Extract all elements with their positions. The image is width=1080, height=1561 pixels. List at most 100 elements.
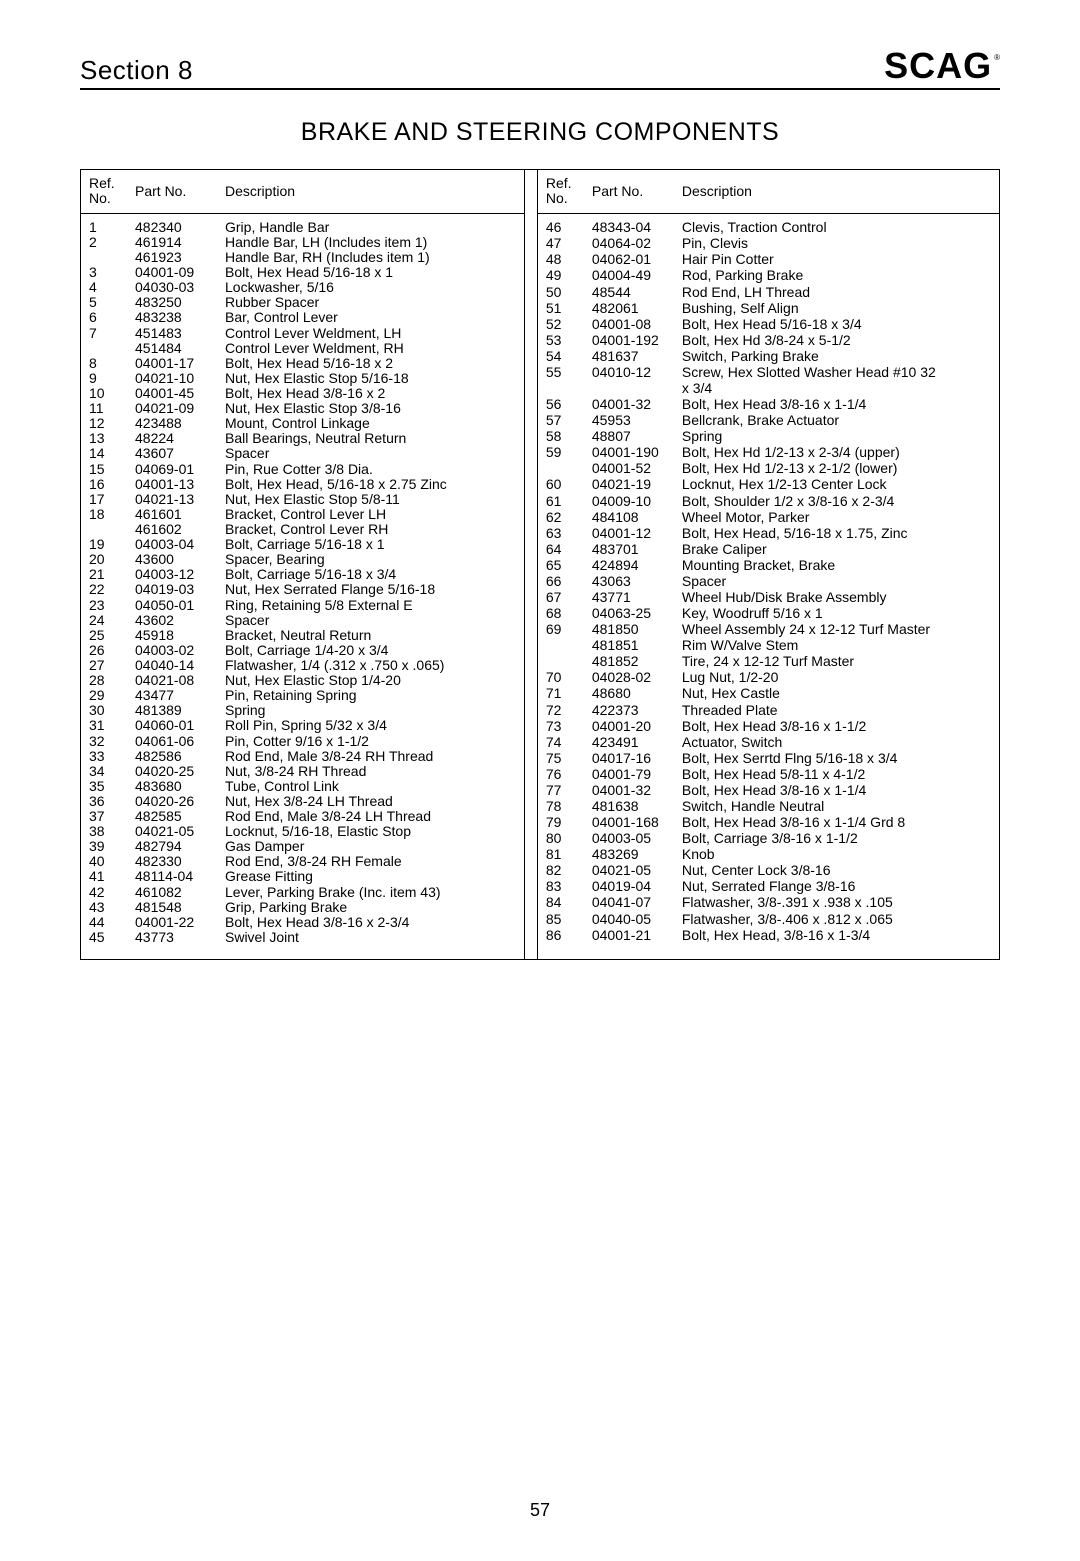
cell-ref-no: 4 <box>81 280 127 295</box>
cell-ref-no: 17 <box>81 492 127 507</box>
cell-part-no: 04050-01 <box>127 598 217 613</box>
cell-part-no: 483250 <box>127 295 217 310</box>
table-row: 5848807Spring <box>538 429 999 445</box>
table-row: 5048544Rod End, LH Thread <box>538 285 999 301</box>
cell-part-no: 481850 <box>584 622 674 638</box>
cell-ref-no: 54 <box>538 349 584 365</box>
cell-ref-no: 67 <box>538 590 584 606</box>
table-row: 7148680Nut, Hex Castle <box>538 686 999 702</box>
cell-ref-no: 60 <box>538 477 584 493</box>
cell-part-no: 04030-03 <box>127 280 217 295</box>
table-row: 5204001-08Bolt, Hex Head 5/16-18 x 3/4 <box>538 317 999 333</box>
cell-part-no: 04001-12 <box>584 526 674 542</box>
cell-ref-no <box>538 381 584 397</box>
page: Section 8 SCAG ® BRAKE AND STEERING COMP… <box>0 0 1080 1561</box>
cell-ref-no: 62 <box>538 510 584 526</box>
table-row: 461602Bracket, Control Lever RH <box>81 522 524 537</box>
table-row: 7904001-168Bolt, Hex Head 3/8-16 x 1-1/4… <box>538 815 999 831</box>
cell-description: Nut, Hex Elastic Stop 1/4-20 <box>217 673 524 688</box>
cell-ref-no: 85 <box>538 912 584 928</box>
cell-part-no: 451484 <box>127 341 217 356</box>
cell-ref-no: 31 <box>81 718 127 733</box>
cell-description: Bolt, Hex Hd 1/2-13 x 2-3/4 (upper) <box>674 445 999 461</box>
table-row: 40482330Rod End, 3/8-24 RH Female <box>81 854 524 869</box>
table-row: 12423488Mount, Control Linkage <box>81 416 524 431</box>
cell-part-no: 04040-14 <box>127 658 217 673</box>
cell-part-no: 43602 <box>127 613 217 628</box>
cell-ref-no: 33 <box>81 749 127 764</box>
cell-part-no: 451483 <box>127 326 217 341</box>
cell-part-no: 483238 <box>127 310 217 325</box>
table-row: 3804021-05Locknut, 5/16-18, Elastic Stop <box>81 824 524 839</box>
cell-part-no: 48544 <box>584 285 674 301</box>
cell-description: Rod End, LH Thread <box>674 285 999 301</box>
cell-part-no: 461601 <box>127 507 217 522</box>
cell-ref-no: 80 <box>538 831 584 847</box>
cell-part-no: 04001-32 <box>584 397 674 413</box>
cell-description: Key, Woodruff 5/16 x 1 <box>674 606 999 622</box>
cell-ref-no: 5 <box>81 295 127 310</box>
cell-description: Roll Pin, Spring 5/32 x 3/4 <box>217 718 524 733</box>
cell-part-no: 482330 <box>127 854 217 869</box>
cell-ref-no: 82 <box>538 863 584 879</box>
cell-part-no: 04001-52 <box>584 461 674 477</box>
cell-ref-no: 43 <box>81 900 127 915</box>
cell-description: Wheel Assembly 24 x 12-12 Turf Master <box>674 622 999 638</box>
cell-description: Nut, 3/8-24 RH Thread <box>217 764 524 779</box>
cell-ref-no: 20 <box>81 552 127 567</box>
cell-description: Flatwasher, 3/8-.391 x .938 x .105 <box>674 895 999 911</box>
cell-part-no: 04019-04 <box>584 879 674 895</box>
table-row: 904021-10Nut, Hex Elastic Stop 5/16-18 <box>81 371 524 386</box>
cell-part-no: 04020-25 <box>127 764 217 779</box>
trademark-icon: ® <box>994 54 1000 62</box>
table-row: 78481638Switch, Handle Neutral <box>538 799 999 815</box>
cell-description: Spacer <box>217 446 524 461</box>
cell-part-no: 04019-03 <box>127 582 217 597</box>
cell-ref-no: 77 <box>538 783 584 799</box>
parts-table-left: Ref. No. Part No. Description 1482340Gri… <box>81 170 524 959</box>
cell-ref-no: 18 <box>81 507 127 522</box>
cell-part-no: 04041-07 <box>584 895 674 911</box>
table-row: 2304050-01Ring, Retaining 5/8 External E <box>81 598 524 613</box>
cell-description: Lug Nut, 1/2-20 <box>674 670 999 686</box>
cell-part-no: 04001-190 <box>584 445 674 461</box>
cell-part-no: 04021-08 <box>127 673 217 688</box>
cell-description: Spring <box>217 703 524 718</box>
table-row: 451484Control Lever Weldment, RH <box>81 341 524 356</box>
cell-part-no: 04021-09 <box>127 401 217 416</box>
cell-part-no: 481548 <box>127 900 217 915</box>
cell-ref-no: 79 <box>538 815 584 831</box>
cell-ref-no: 1 <box>81 213 127 235</box>
cell-ref-no: 53 <box>538 333 584 349</box>
table-row: 04001-52Bolt, Hex Hd 1/2-13 x 2-1/2 (low… <box>538 461 999 477</box>
cell-part-no: 48343-04 <box>584 213 674 236</box>
cell-description: Nut, Hex Elastic Stop 3/8-16 <box>217 401 524 416</box>
table-row: 1004001-45Bolt, Hex Head 3/8-16 x 2 <box>81 386 524 401</box>
cell-ref-no: 39 <box>81 839 127 854</box>
cell-ref-no: 9 <box>81 371 127 386</box>
col-header-ref: Ref. No. <box>81 170 127 213</box>
cell-part-no: 04021-05 <box>127 824 217 839</box>
cell-part-no: 43773 <box>127 930 217 959</box>
cell-ref-no: 84 <box>538 895 584 911</box>
cell-description: Bolt, Hex Head 3/8-16 x 1-1/4 <box>674 397 999 413</box>
cell-description: Bolt, Shoulder 1/2 x 3/8-16 x 2-3/4 <box>674 494 999 510</box>
cell-ref-no <box>538 654 584 670</box>
cell-description: Spring <box>674 429 999 445</box>
cell-description: x 3/4 <box>674 381 999 397</box>
col-header-partno: Part No. <box>127 170 217 213</box>
parts-tables-container: Ref. No. Part No. Description 1482340Gri… <box>80 169 1000 960</box>
cell-part-no: 461923 <box>127 250 217 265</box>
table-row: 7604001-79Bolt, Hex Head 5/8-11 x 4-1/2 <box>538 767 999 783</box>
table-row: 8504040-05Flatwasher, 3/8-.406 x .812 x … <box>538 912 999 928</box>
cell-part-no: 04001-17 <box>127 356 217 371</box>
cell-part-no: 04064-02 <box>584 236 674 252</box>
cell-ref-no: 2 <box>81 235 127 250</box>
table-row: 39482794Gas Damper <box>81 839 524 854</box>
table-row: 481852Tire, 24 x 12-12 Turf Master <box>538 654 999 670</box>
cell-description: Pin, Clevis <box>674 236 999 252</box>
cell-ref-no: 15 <box>81 462 127 477</box>
cell-ref-no: 49 <box>538 268 584 284</box>
cell-ref-no: 37 <box>81 809 127 824</box>
cell-part-no: 481851 <box>584 638 674 654</box>
